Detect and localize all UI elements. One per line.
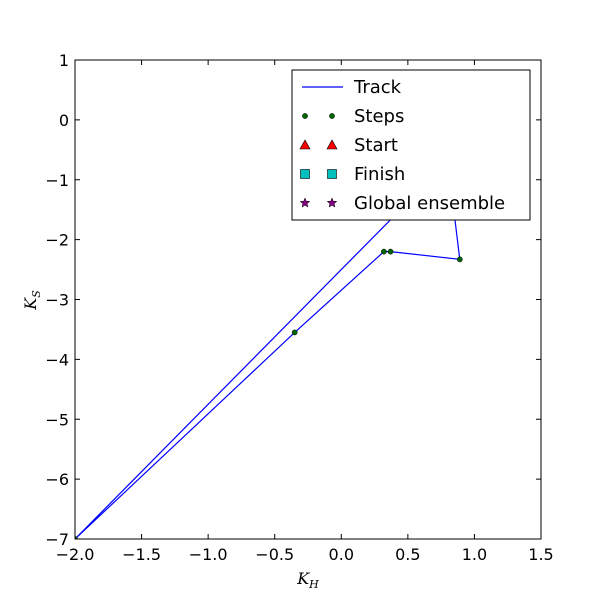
legend-finish-marker: [327, 169, 337, 179]
legend-global-ensemble-label: Global ensemble: [354, 193, 505, 214]
legend-finish-label: Finish: [354, 164, 405, 185]
legend-global-ensemble-marker: [326, 197, 338, 208]
legend-global-ensemble-marker: [299, 197, 311, 208]
step-point: [456, 256, 463, 263]
track-line: [75, 215, 461, 539]
step-point: [381, 248, 387, 255]
legend: Track Steps Start Finish Global ensemble: [291, 69, 531, 221]
legend-steps-label: Steps: [354, 106, 404, 127]
series-layer: [75, 215, 463, 539]
legend-entries: Track Steps Start Finish Global ensemble: [299, 77, 505, 214]
x-tick-label: 1.5: [528, 545, 553, 564]
x-tick-label: 0.5: [395, 545, 420, 564]
legend-steps-marker: [329, 113, 335, 119]
y-tick-label: −5: [45, 410, 69, 429]
step-point: [291, 329, 298, 336]
x-tick-label: 1.0: [462, 545, 487, 564]
legend-start-marker: [326, 139, 338, 150]
y-tick-label: −3: [45, 291, 69, 310]
y-axis-label: KS: [21, 290, 43, 311]
x-axis-label-subscript: H: [308, 578, 319, 591]
legend-finish-marker: [300, 169, 310, 179]
legend-track-label: Track: [353, 77, 402, 98]
y-tick-label: −1: [45, 171, 69, 190]
y-tick-label: −2: [45, 231, 69, 250]
legend-start-label: Start: [354, 135, 398, 156]
step-point: [387, 248, 394, 255]
y-axis-label-main: K: [21, 297, 40, 311]
x-tick-label: 0.0: [329, 545, 354, 564]
x-axis-label: KH: [296, 569, 319, 591]
x-tick-label: −1.0: [189, 545, 228, 564]
legend-start-marker: [299, 139, 311, 150]
x-tick-label: −2.0: [56, 545, 95, 564]
ticks-layer: −2.0 −1.5 −1.0 −0.5 0.0 0.5 1.0 1.5 1 0 −1 −2 −3 −4 −5…: [45, 51, 553, 564]
y-tick-label: −7: [45, 530, 69, 549]
x-tick-label: −0.5: [255, 545, 294, 564]
y-tick-label: 0: [59, 111, 69, 130]
y-tick-label: −6: [45, 470, 69, 489]
y-tick-label: −4: [45, 350, 69, 369]
y-axis-label-subscript: S: [30, 290, 43, 298]
x-tick-label: −1.5: [122, 545, 161, 564]
legend-steps-marker: [302, 113, 308, 119]
y-tick-label: 1: [59, 51, 69, 70]
x-axis-label-main: K: [296, 569, 310, 588]
